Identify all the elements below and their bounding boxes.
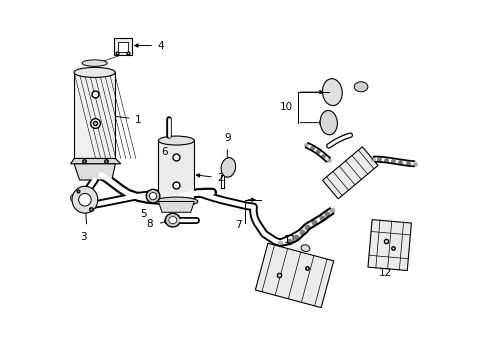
Ellipse shape	[72, 186, 98, 213]
Text: 1: 1	[135, 115, 142, 125]
Text: 11: 11	[283, 235, 296, 244]
Ellipse shape	[158, 136, 194, 145]
Text: 12: 12	[378, 268, 391, 278]
Ellipse shape	[322, 79, 342, 105]
Ellipse shape	[301, 245, 309, 252]
Text: 3: 3	[81, 232, 87, 242]
Text: 5: 5	[140, 209, 146, 219]
Text: 10: 10	[279, 102, 292, 112]
Polygon shape	[158, 140, 194, 202]
Ellipse shape	[221, 158, 235, 177]
Ellipse shape	[146, 189, 160, 203]
Polygon shape	[113, 39, 131, 55]
Ellipse shape	[82, 60, 107, 66]
Ellipse shape	[320, 111, 337, 135]
Polygon shape	[117, 42, 127, 51]
Text: 9: 9	[224, 134, 230, 143]
Ellipse shape	[168, 217, 176, 224]
Ellipse shape	[70, 194, 79, 202]
Ellipse shape	[79, 193, 91, 206]
Ellipse shape	[149, 193, 156, 200]
Polygon shape	[70, 158, 121, 164]
Text: 4: 4	[158, 41, 164, 50]
Polygon shape	[322, 147, 377, 199]
Text: 8: 8	[146, 219, 153, 229]
Text: 7: 7	[235, 220, 241, 230]
Polygon shape	[74, 164, 115, 180]
Polygon shape	[158, 202, 194, 212]
Text: 6: 6	[161, 147, 168, 157]
Ellipse shape	[155, 197, 198, 206]
Polygon shape	[74, 72, 115, 158]
Ellipse shape	[353, 82, 367, 92]
Polygon shape	[255, 243, 333, 308]
Text: 2: 2	[217, 173, 224, 183]
Polygon shape	[367, 220, 410, 271]
Ellipse shape	[74, 67, 115, 77]
Ellipse shape	[165, 213, 180, 227]
